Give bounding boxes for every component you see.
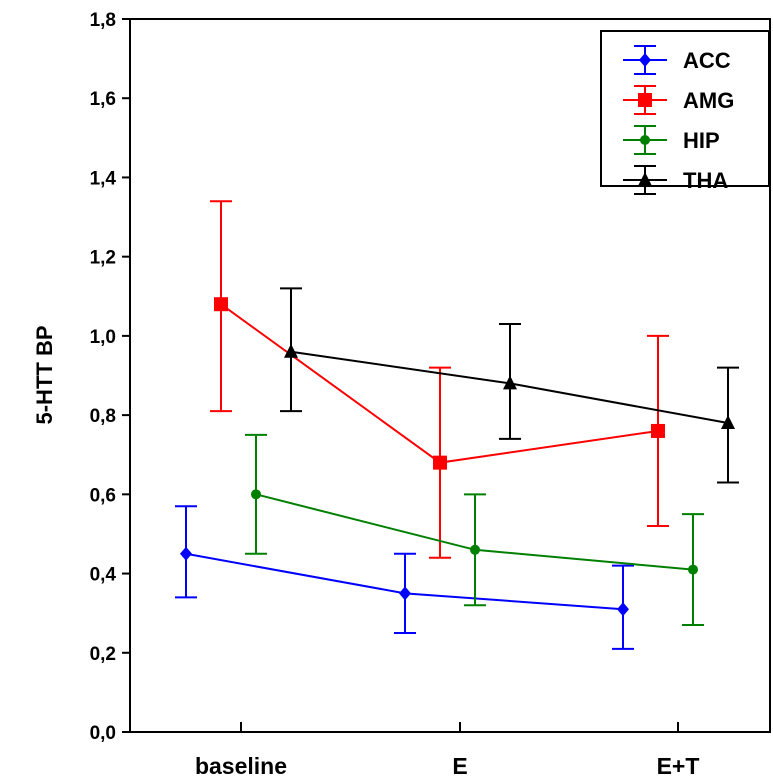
- data-point: [180, 546, 192, 561]
- series-group: [175, 200, 739, 650]
- y-tick-label: 1,6: [90, 89, 116, 110]
- legend-item-tha: THA: [623, 165, 728, 195]
- data-point: [251, 489, 261, 500]
- data-point: [433, 455, 447, 470]
- data-point: [470, 544, 480, 555]
- legend-label: HIP: [683, 128, 720, 153]
- y-tick-label: 0,6: [90, 485, 116, 506]
- y-tick-label: 1,0: [90, 327, 116, 348]
- y-tick-label: 0,4: [90, 565, 117, 586]
- legend-label: THA: [683, 168, 728, 193]
- legend-box: [600, 30, 770, 187]
- data-point: [503, 375, 517, 390]
- legend-marker: [638, 172, 652, 186]
- x-tick-label: E: [452, 753, 467, 779]
- legend-marker: [639, 53, 651, 67]
- series-acc: [175, 505, 634, 650]
- legend-item-hip: HIP: [623, 125, 720, 155]
- legend: ACC AMG HIP THA: [600, 30, 770, 195]
- data-point: [399, 586, 411, 601]
- x-axis: baseline E E+T: [195, 722, 699, 779]
- y-tick-label: 1,8: [90, 10, 116, 31]
- legend-marker: [638, 93, 652, 107]
- y-tick-label: 1,2: [90, 248, 116, 269]
- legend-label: ACC: [683, 48, 731, 73]
- y-tick-label: 0,2: [90, 644, 116, 665]
- legend-marker: [640, 135, 650, 145]
- data-point: [214, 297, 228, 312]
- series-hip: [245, 433, 704, 627]
- y-axis-title: 5-HTT BP: [32, 326, 57, 425]
- data-point: [617, 602, 629, 617]
- y-tick-label: 1,4: [90, 168, 117, 189]
- data-point: [688, 564, 698, 575]
- y-axis: 0,0 0,2 0,4 0,6 0,8 1,0 1,2 1,4 1,6 1,8: [90, 10, 130, 744]
- x-tick-label: baseline: [195, 753, 287, 779]
- x-tick-label: E+T: [657, 753, 700, 779]
- legend-item-acc: ACC: [623, 45, 731, 75]
- legend-item-amg: AMG: [623, 85, 734, 115]
- y-tick-label: 0,0: [90, 723, 116, 744]
- legend-label: AMG: [683, 88, 734, 113]
- series-tha: [280, 287, 739, 484]
- data-point: [651, 423, 665, 438]
- y-tick-label: 0,8: [90, 406, 116, 427]
- data-point: [721, 415, 735, 430]
- data-point: [284, 343, 298, 358]
